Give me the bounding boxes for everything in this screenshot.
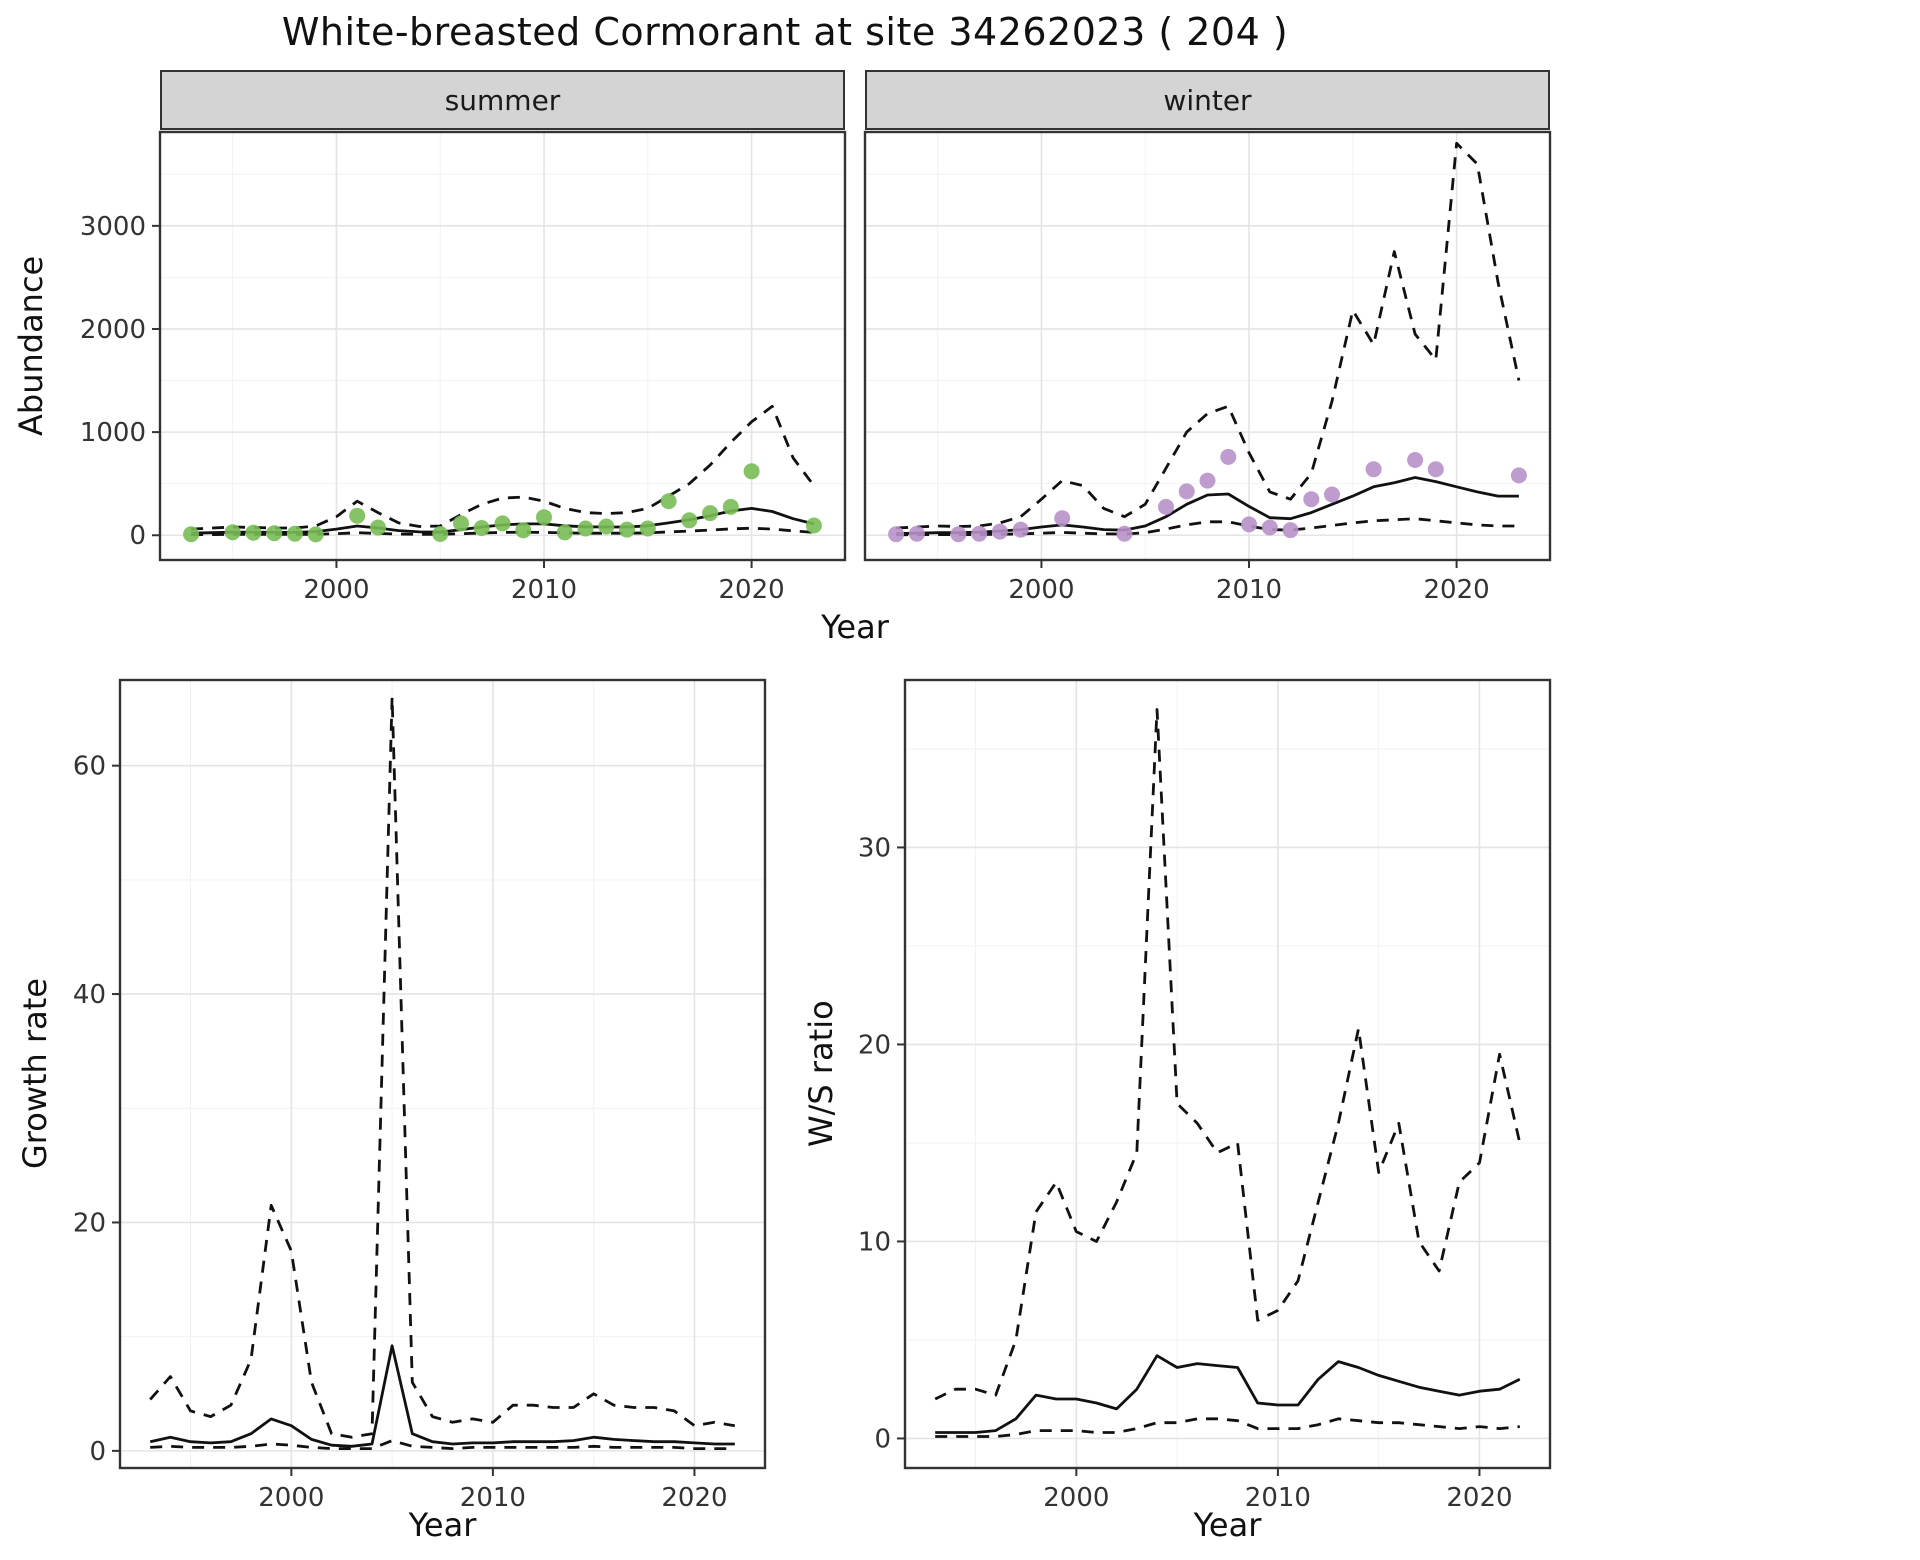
grid-minor	[865, 132, 1550, 560]
x-tick-label: 2020	[661, 1483, 727, 1513]
ws-ratio-fit-line	[935, 1354, 1521, 1434]
y-tick-label: 10	[858, 1227, 891, 1257]
y-tick-label: 40	[73, 980, 106, 1010]
growth-rate-fit-line	[149, 1344, 735, 1448]
abundance-summer-observed-points	[183, 463, 822, 543]
growth-rate-panel: 2000 2010 2020 0 20 40 60	[73, 678, 767, 1513]
ws-ratio-lower-ci-line	[935, 1417, 1520, 1438]
abundance-x-axis-title: Year	[821, 608, 889, 646]
abundance-summer-panel: 2000 2010 2020 0 1000 2000 3000	[80, 130, 847, 605]
y-tick-label: 0	[874, 1424, 891, 1454]
y-tick-label: 1000	[80, 418, 146, 448]
growth-rate-lower-ci-line	[150, 1439, 735, 1450]
facet-strip-summer-label: summer	[444, 83, 561, 117]
axis-ticks: 2000 2010 2020 0 1000 2000 3000	[80, 212, 785, 605]
x-tick-label: 2010	[1245, 1483, 1311, 1513]
facet-strip-summer: summer	[160, 70, 845, 130]
axis-ticks: 2000 2010 2020 0 10 20 30	[858, 833, 1513, 1513]
facet-strip-winter-label: winter	[1163, 83, 1252, 117]
panel-border	[158, 130, 847, 562]
abundance-winter-observed-points	[888, 448, 1527, 543]
x-tick-label: 2020	[1424, 575, 1490, 605]
panel-background	[120, 680, 765, 1468]
x-tick-label: 2010	[1216, 575, 1282, 605]
x-tick-label: 2000	[1008, 575, 1074, 605]
x-tick-label: 2010	[511, 575, 577, 605]
x-tick-label: 2020	[1446, 1483, 1512, 1513]
growth-rate-upper-ci-line	[149, 695, 736, 1439]
ws-ratio-upper-ci-line	[934, 708, 1522, 1401]
y-tick-label: 2000	[80, 315, 146, 345]
panel-background	[905, 680, 1550, 1468]
y-tick-label: 0	[129, 521, 146, 551]
y-tick-label: 0	[89, 1437, 106, 1467]
x-tick-label: 2020	[719, 575, 785, 605]
abundance-summer-upper-ci-line	[191, 404, 816, 531]
grid-minor	[120, 680, 765, 1468]
abundance-winter-panel: 2000 2010 2020	[863, 130, 1552, 605]
growth-rate-x-axis-title: Year	[408, 1506, 477, 1544]
facet-strip-winter: winter	[865, 70, 1550, 130]
y-tick-label: 20	[73, 1208, 106, 1238]
grid-minor	[160, 132, 845, 560]
x-tick-label: 2000	[303, 575, 369, 605]
y-tick-label: 3000	[80, 212, 146, 242]
y-tick-label: 30	[858, 833, 891, 863]
panel-border	[118, 678, 767, 1470]
grid-major	[905, 680, 1550, 1468]
chart-title: White-breasted Cormorant at site 3426202…	[281, 10, 1289, 54]
panel-background	[160, 132, 845, 560]
x-tick-label: 2010	[460, 1483, 526, 1513]
grid-major	[120, 680, 765, 1468]
axis-ticks: 2000 2010 2020	[1008, 560, 1490, 605]
x-tick-label: 2000	[1043, 1483, 1109, 1513]
axis-ticks: 2000 2010 2020 0 20 40 60	[73, 752, 728, 1513]
ws-ratio-x-axis-title: Year	[1193, 1506, 1262, 1544]
grid-minor	[905, 680, 1550, 1468]
y-tick-label: 20	[858, 1030, 891, 1060]
panel-border	[863, 130, 1552, 562]
ws-ratio-panel: 2000 2010 2020 0 10 20 30	[858, 678, 1552, 1513]
y-tick-label: 60	[73, 752, 106, 782]
x-tick-label: 2000	[258, 1483, 324, 1513]
panel-border	[903, 678, 1552, 1470]
abundance-winter-upper-ci-line	[896, 141, 1521, 530]
abundance-y-axis-title: Abundance	[12, 255, 50, 437]
